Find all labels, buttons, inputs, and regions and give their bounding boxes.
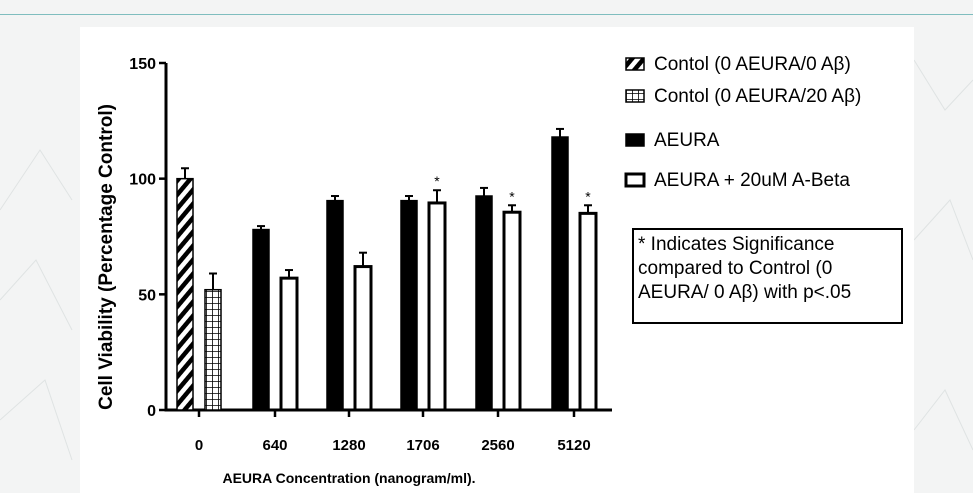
bar-open (279, 276, 299, 412)
legend-label: Contol (0 AEURA/20 Aβ) (654, 86, 861, 107)
significance-star: * (434, 173, 440, 189)
significance-star: * (585, 188, 591, 204)
x-tick-label: 5120 (557, 437, 590, 454)
top-divider (0, 14, 973, 15)
x-tick-label: 0 (195, 437, 203, 454)
y-tick-label: 100 (129, 172, 156, 189)
bar-solid (475, 195, 493, 411)
bar-solid (551, 136, 569, 411)
legend-swatch (625, 89, 645, 103)
x-tick-label: 1706 (406, 437, 439, 454)
x-tick-label: 640 (262, 437, 287, 454)
x-tick-label: 2560 (481, 437, 514, 454)
y-tick-label: 150 (129, 56, 156, 73)
bar-hatch (176, 177, 194, 411)
legend-swatch (625, 57, 645, 71)
significance-note: * Indicates Significance compared to Con… (632, 228, 903, 324)
legend-label: AEURA + 20uM A-Beta (654, 170, 850, 191)
legend-label: Contol (0 AEURA/0 Aβ) (654, 54, 851, 75)
bar-open (353, 265, 373, 412)
bar-chart: 0 50 100 150 0 640 1280 1706 2560 5120 * * * Contol (… (96, 54, 861, 486)
bar-solid (326, 199, 344, 411)
bar-open (578, 211, 598, 412)
bar-open (502, 210, 522, 412)
significance-star: * (509, 188, 515, 204)
legend-label: AEURA (654, 130, 720, 151)
y-axis-label: Cell Viability (Percentage Control) (96, 104, 117, 410)
legend-swatch (624, 172, 646, 188)
bar-solid (400, 199, 418, 411)
y-tick-label: 50 (138, 287, 156, 304)
bar-grid (204, 288, 222, 411)
legend-swatch (625, 133, 645, 147)
bar-solid (252, 228, 270, 411)
x-tick-label: 1280 (332, 437, 365, 454)
bar-open (427, 201, 447, 412)
y-tick-label: 0 (147, 403, 156, 420)
x-axis-label: AEURA Concentration (nanogram/ml). (222, 470, 475, 486)
